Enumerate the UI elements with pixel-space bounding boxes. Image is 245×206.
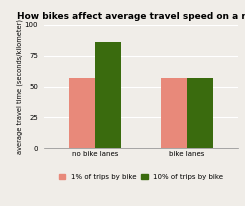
Bar <box>187 78 213 148</box>
Bar <box>95 42 121 148</box>
Bar <box>69 78 95 148</box>
Legend: 1% of trips by bike, 10% of trips by bike: 1% of trips by bike, 10% of trips by bik… <box>59 174 223 180</box>
Title: How bikes affect average travel speed on a road: How bikes affect average travel speed on… <box>17 12 245 21</box>
Y-axis label: average travel time (seconds/kilometer): average travel time (seconds/kilometer) <box>16 19 23 154</box>
Bar <box>161 78 187 148</box>
